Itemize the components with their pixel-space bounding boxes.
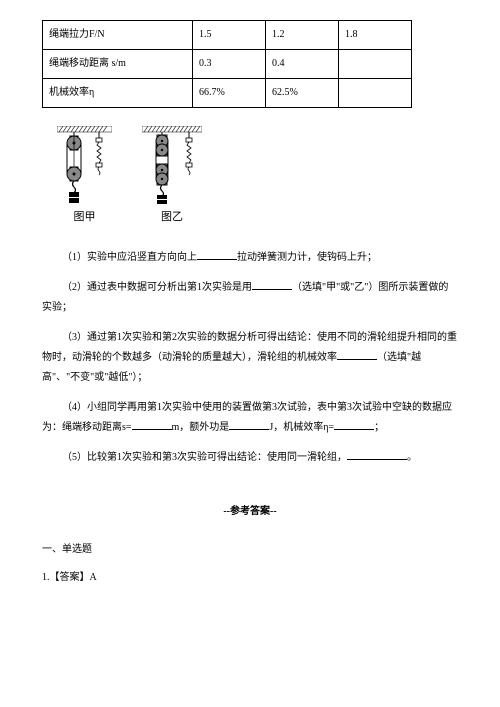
diagram-left-label: 图甲	[74, 208, 96, 228]
q2-text-a: （2）通过表中数据可分析出第1次实验是用	[62, 282, 252, 293]
pulley-diagram-left-icon	[57, 126, 112, 206]
question-1: （1）实验中应沿竖直方向向上 拉动弹簧测力计，使钩码上升；	[42, 248, 458, 268]
q4-text-c: J，机械效率η=	[269, 422, 334, 433]
table-row: 绳端拉力F/N 1.5 1.2 1.8	[43, 21, 412, 50]
pulley-diagram-right-icon	[142, 126, 202, 206]
question-4: （4）小组同学再用第1次实验中使用的装置做第3次试验，表中第3次试验中空缺的数据…	[42, 398, 458, 438]
blank	[132, 419, 172, 430]
q4-text-d: ；	[374, 422, 384, 433]
q4-text-b: m，额外功是	[172, 422, 230, 433]
cell	[339, 79, 412, 108]
q5-text-b: 。	[407, 452, 417, 463]
q1-text-a: （1）实验中应沿竖直方向向上	[62, 252, 197, 263]
cell: 0.4	[266, 50, 339, 79]
diagrams: 图甲	[57, 126, 458, 228]
blank	[197, 249, 237, 260]
data-table: 绳端拉力F/N 1.5 1.2 1.8 绳端移动距离 s/m 0.3 0.4 机…	[42, 20, 412, 108]
blank	[334, 419, 374, 430]
blank	[337, 349, 377, 360]
blank	[229, 419, 269, 430]
cell: 0.3	[193, 50, 266, 79]
diagram-left: 图甲	[57, 126, 112, 228]
cell: 1.2	[266, 21, 339, 50]
cell: 绳端移动距离 s/m	[43, 50, 193, 79]
table-row: 绳端移动距离 s/m 0.3 0.4	[43, 50, 412, 79]
q1-text-b: 拉动弹簧测力计，使钩码上升；	[237, 252, 377, 263]
diagram-right-label: 图乙	[161, 208, 183, 228]
question-5: （5）比较第1次实验和第3次实验可得出结论：使用同一滑轮组， 。	[42, 448, 458, 468]
question-2: （2）通过表中数据可分析出第1次实验是用（选填"甲"或"乙"）图所示装置做的实验…	[42, 278, 458, 318]
cell: 66.7%	[193, 79, 266, 108]
cell: 绳端拉力F/N	[43, 21, 193, 50]
cell: 机械效率η	[43, 79, 193, 108]
blank	[252, 279, 292, 290]
table-row: 机械效率η 66.7% 62.5%	[43, 79, 412, 108]
cell: 62.5%	[266, 79, 339, 108]
q5-text-a: （5）比较第1次实验和第3次实验可得出结论：使用同一滑轮组，	[62, 452, 347, 463]
cell: 1.5	[193, 21, 266, 50]
cell: 1.8	[339, 21, 412, 50]
cell	[339, 50, 412, 79]
blank	[347, 449, 407, 460]
section-heading: 一、单选题	[42, 541, 458, 559]
answer-1: 1.【答案】A	[42, 569, 458, 587]
question-3: （3）通过第1次实验和第2次实验的数据分析可得出结论：使用不同的滑轮组提升相同的…	[42, 328, 458, 388]
answer-divider: --参考答案--	[42, 503, 458, 521]
diagram-right: 图乙	[142, 126, 202, 228]
